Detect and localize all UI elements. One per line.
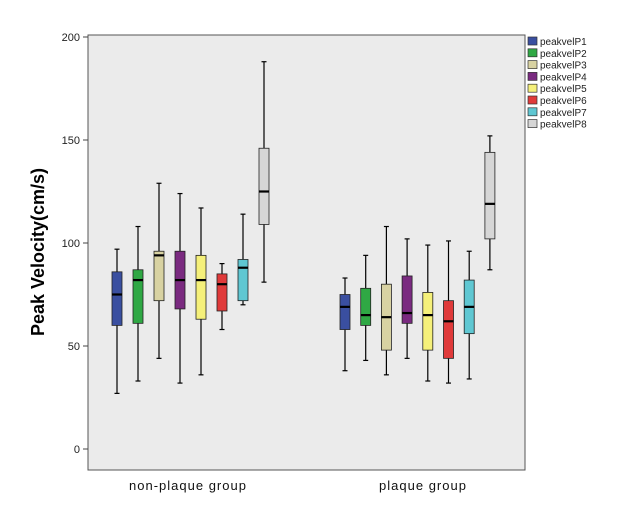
legend-swatch — [527, 60, 538, 69]
box-plot-peakvelP5 — [422, 244, 434, 382]
box-plot-peakvelP3 — [153, 182, 165, 359]
box-iqr — [132, 269, 144, 324]
box-plot-peakvelP4 — [401, 238, 413, 359]
box-iqr — [237, 259, 249, 302]
box-plot-peakvelP7 — [237, 213, 249, 306]
legend-swatch — [527, 119, 538, 128]
box-plot-peakvelP8 — [258, 61, 270, 283]
legend-label: peakvelP5 — [540, 84, 587, 95]
x-category-label: plaque group — [379, 478, 467, 493]
y-tick-label: 0 — [74, 444, 80, 456]
box-iqr — [484, 151, 496, 240]
box-plot-peakvelP7 — [463, 250, 475, 380]
box-iqr — [153, 250, 165, 302]
legend: peakvelP1peakvelP2peakvelP3peakvelP4peak… — [527, 36, 587, 131]
legend-label: peakvelP6 — [540, 96, 587, 107]
y-tick-label: 150 — [62, 135, 80, 147]
legend-label: peakvelP1 — [540, 37, 587, 48]
box-plot-peakvelP6 — [216, 263, 228, 331]
legend-swatch — [527, 36, 538, 46]
box-iqr — [422, 292, 434, 351]
y-tick-label: 50 — [68, 341, 80, 353]
x-axis: non-plaque group plaque group — [129, 478, 467, 493]
box-iqr — [360, 287, 372, 326]
legend-swatch — [527, 48, 538, 58]
box-iqr — [443, 300, 454, 359]
y-axis: 0 50 100 150 200 — [62, 32, 88, 456]
plot-area — [87, 34, 526, 471]
y-tick-label: 100 — [62, 238, 80, 250]
legend-label: peakvelP4 — [540, 72, 587, 83]
y-tick-label: 200 — [62, 32, 80, 44]
box-series — [111, 61, 496, 394]
box-plot-peakvelP2 — [360, 254, 372, 362]
x-category-label: non-plaque group — [129, 478, 247, 493]
box-iqr — [216, 273, 228, 312]
box-iqr — [195, 254, 207, 320]
legend-swatch — [527, 83, 538, 93]
box-iqr — [339, 294, 351, 330]
legend-label: peakvelP8 — [540, 120, 587, 131]
box-iqr — [258, 147, 270, 225]
box-iqr — [111, 271, 123, 326]
y-axis-label: Peak Velocity(cm/s) — [28, 168, 48, 336]
legend-swatch — [527, 107, 538, 117]
box-plot-peakvelP1 — [111, 248, 123, 394]
box-plot-peakvelP2 — [132, 225, 144, 382]
box-iqr — [401, 275, 413, 324]
legend-swatch — [527, 72, 538, 81]
legend-label: peakvelP2 — [540, 49, 587, 60]
box-plot-peakvelP6 — [443, 240, 454, 384]
box-plot-peakvelP8 — [484, 135, 496, 271]
legend-label: peakvelP3 — [540, 61, 587, 72]
box-plot-peakvelP5 — [195, 207, 207, 376]
box-plot-peakvelP3 — [380, 225, 392, 376]
box-plot-peakvelP4 — [174, 192, 186, 384]
legend-swatch — [527, 95, 538, 105]
legend-label: peakvelP7 — [540, 108, 587, 119]
box-plot-peakvelP1 — [339, 277, 351, 372]
